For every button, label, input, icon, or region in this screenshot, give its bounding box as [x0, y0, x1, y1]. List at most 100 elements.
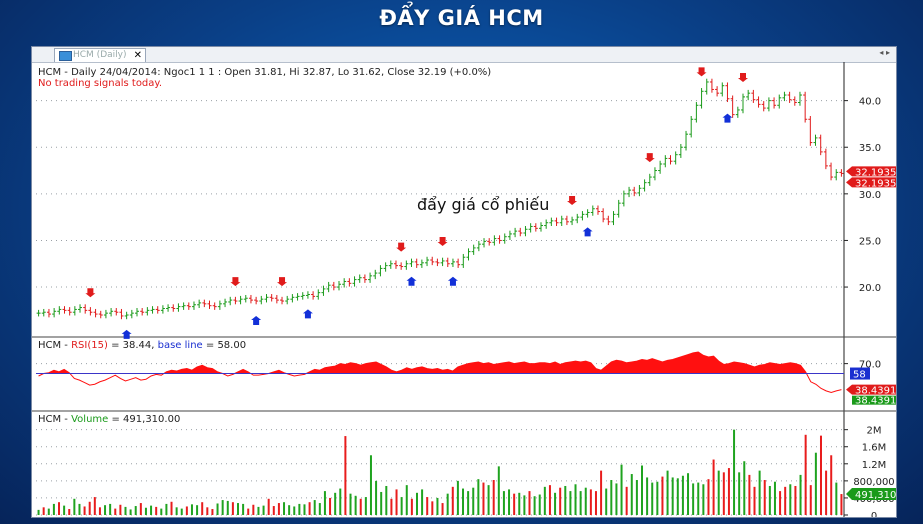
tab-hcm-daily[interactable]: HCM (Daily) ✕: [54, 48, 146, 62]
volume-bar: [830, 455, 833, 515]
last-price-label: 32.1935: [855, 178, 896, 189]
volume-bar: [441, 503, 444, 515]
volume-bar: [671, 477, 674, 515]
volume-last-tag: [846, 488, 896, 501]
volume-tick-label: 2M: [867, 426, 882, 437]
volume-bar: [738, 472, 741, 515]
volume-bar: [462, 488, 465, 515]
volume-bar: [748, 474, 751, 515]
volume-bar: [722, 472, 725, 515]
volume-tick-label: 1.6M: [862, 443, 887, 454]
rsi-signal-tag: [852, 395, 896, 405]
volume-bar: [641, 465, 643, 515]
volume-bar: [702, 484, 705, 515]
tab-scroll-arrows[interactable]: ◂ ▸: [879, 48, 890, 57]
volume-bar: [625, 486, 628, 515]
volume-bar: [487, 485, 490, 515]
volume-bar: [283, 502, 286, 515]
volume-bar: [119, 504, 122, 515]
volume-bar: [502, 491, 505, 515]
volume-bar: [421, 489, 424, 515]
volume-bar: [226, 500, 229, 515]
volume-bar: [288, 505, 291, 515]
volume-bar: [185, 506, 188, 515]
close-icon[interactable]: ✕: [133, 50, 142, 61]
volume-bar: [334, 492, 337, 515]
volume-bar: [267, 498, 270, 515]
volume-bar: [380, 491, 383, 515]
sell-signal-arrow-icon: [738, 72, 748, 82]
sell-signal-arrow-icon: [396, 242, 407, 252]
sell-signal-arrow-icon: [437, 237, 448, 247]
volume-bar: [180, 508, 183, 515]
volume-bar: [190, 504, 193, 515]
volume-bar: [63, 505, 66, 515]
volume-bar: [165, 503, 168, 515]
volume-bar: [354, 495, 357, 515]
buy-signal-arrow-icon: [722, 113, 733, 123]
volume-bar: [349, 493, 352, 515]
volume-bar: [819, 435, 822, 515]
volume-bar: [538, 494, 541, 515]
rsi-baseline-label: 58: [853, 370, 866, 381]
volume-bar: [482, 482, 485, 515]
volume-bar: [835, 482, 838, 515]
volume-bar: [436, 497, 439, 515]
volume-bar: [497, 466, 500, 515]
volume-bar: [651, 482, 654, 515]
volume-bar: [646, 477, 649, 515]
volume-bar: [98, 507, 101, 515]
sell-signal-arrow-icon: [277, 277, 288, 287]
volume-bar: [47, 508, 50, 515]
sell-signal-arrow-icon: [230, 277, 241, 287]
volume-bar: [52, 503, 55, 515]
volume-bar: [446, 493, 449, 515]
volume-bar: [472, 487, 475, 515]
volume-bar: [201, 502, 204, 515]
volume-bar: [339, 488, 342, 515]
volume-bar: [262, 505, 265, 515]
volume-bar: [277, 503, 280, 515]
volume-bar: [221, 500, 224, 515]
volume-bar: [825, 470, 828, 515]
volume-bar: [564, 485, 567, 515]
volume-bar: [109, 503, 112, 515]
volume-bar: [574, 484, 577, 515]
volume-bar: [753, 486, 756, 515]
buy-signal-arrow-icon: [302, 309, 313, 319]
volume-bar: [364, 497, 367, 515]
volume-bar: [42, 507, 45, 515]
volume-bar: [88, 501, 91, 515]
last-price-tag: [846, 177, 896, 188]
volume-bar: [768, 485, 771, 515]
sell-signal-arrow-icon: [696, 67, 707, 77]
volume-bar: [124, 506, 127, 515]
volume-bar: [543, 486, 546, 515]
buy-signal-arrow-icon: [447, 276, 458, 286]
price-tick-label: 40.0: [859, 97, 881, 108]
volume-bar: [533, 496, 536, 515]
volume-bar: [763, 480, 766, 515]
volume-bar: [247, 508, 250, 515]
rsi-signal-label: 38.4391: [855, 396, 896, 407]
volume-bar: [523, 495, 526, 515]
volume-bar: [216, 503, 219, 515]
volume-bar: [717, 470, 720, 515]
volume-bar: [242, 503, 245, 515]
volume-bar: [155, 506, 158, 515]
volume-bar: [727, 468, 730, 515]
volume-tick-label: 1.2M: [862, 460, 887, 471]
volume-bar: [528, 491, 531, 515]
price-tick-label: 35.0: [859, 143, 881, 154]
volume-bar: [139, 503, 142, 515]
last-price-tag: [846, 166, 896, 177]
volume-bar: [37, 509, 40, 515]
volume-title: HCM - Volume = 491,310.00: [38, 414, 180, 425]
volume-bar: [252, 504, 255, 515]
volume-bar: [773, 481, 776, 515]
volume-bar: [789, 484, 792, 515]
volume-bar: [400, 497, 403, 515]
volume-bar: [395, 489, 398, 515]
price-tick-label: 25.0: [859, 236, 881, 247]
